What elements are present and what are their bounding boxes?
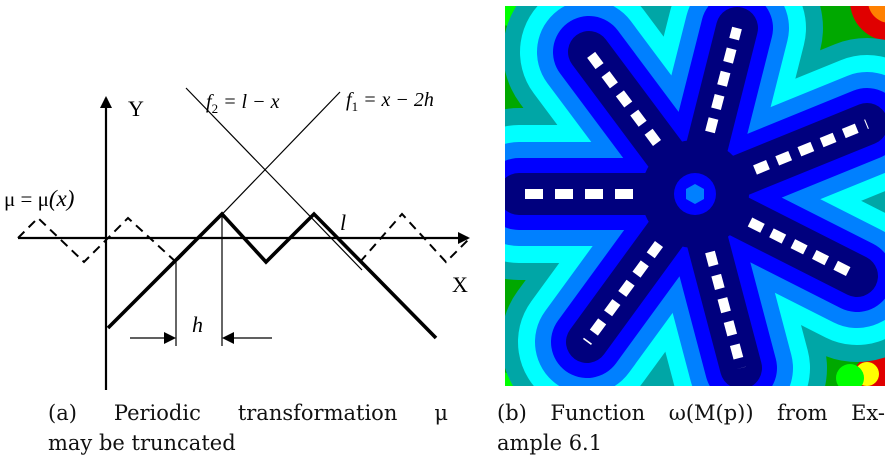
- h-label: h: [192, 312, 203, 337]
- corner-orange-top-right: [868, 6, 885, 23]
- center-azure-hexagon: [686, 184, 704, 204]
- white-dash-rays: [519, 26, 869, 370]
- periodic-transformation-diagram: Y X μ = μ(x) f2 = l − x f1 = x − 2h l h: [4, 87, 471, 390]
- caption-b-line1: (b) Function ω(M(p)) from Ex-: [497, 401, 885, 425]
- y-axis-label: Y: [128, 96, 144, 121]
- mu-label: μ = μ(x): [4, 186, 74, 211]
- f1-label: f1 = x − 2h: [346, 89, 434, 114]
- distance-function-heatmap: [505, 6, 885, 386]
- l-label: l: [340, 210, 346, 235]
- x-axis-label: X: [452, 272, 468, 297]
- line-f2: [185, 87, 363, 271]
- caption-a: (a) Periodic transformation μ may be tru…: [48, 398, 448, 458]
- dashed-periodic-left: [17, 216, 177, 264]
- dashed-periodic-right: [359, 212, 471, 264]
- caption-a-line2: may be truncated: [48, 431, 236, 455]
- f2-label: f2 = l − x: [206, 91, 280, 116]
- caption-b: (b) Function ω(M(p)) from Ex- ample 6.1: [497, 398, 885, 458]
- mu-function-curve: [106, 211, 438, 340]
- caption-a-line1: (a) Periodic transformation μ: [48, 401, 448, 425]
- caption-b-line2: ample 6.1: [497, 431, 603, 455]
- corner-lime-bottom-right: [836, 364, 864, 386]
